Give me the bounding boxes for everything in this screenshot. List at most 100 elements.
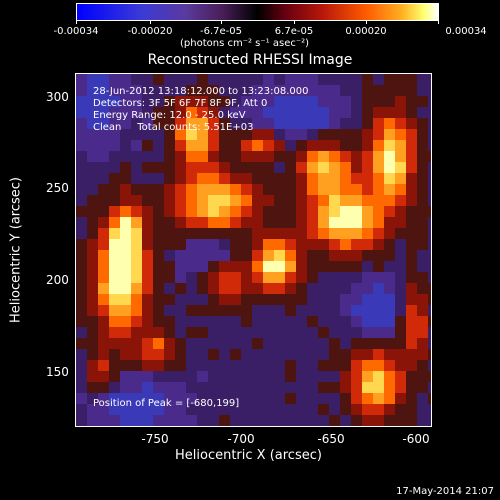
heatmap-cell	[98, 228, 109, 239]
heatmap-cell	[164, 382, 175, 393]
x-axis-label: Heliocentric X (arcsec)	[175, 448, 322, 463]
heatmap-cell	[186, 393, 197, 404]
heatmap-cell	[340, 129, 351, 140]
heatmap-cell	[307, 217, 318, 228]
heatmap-cell	[362, 239, 373, 250]
heatmap-cell	[208, 250, 219, 261]
heatmap-cell	[296, 173, 307, 184]
heatmap-cell	[164, 349, 175, 360]
heatmap-cell	[307, 151, 318, 162]
heatmap-cell	[153, 96, 164, 107]
colorbar	[76, 3, 439, 21]
heatmap-cell	[131, 206, 142, 217]
heatmap-cell	[76, 184, 87, 195]
heatmap-cell	[307, 382, 318, 393]
heatmap-cell	[153, 272, 164, 283]
heatmap-cell	[142, 272, 153, 283]
heatmap-cell	[120, 195, 131, 206]
colorbar-tick	[76, 20, 77, 24]
heatmap-cell	[351, 415, 362, 426]
heatmap-cell	[406, 316, 417, 327]
heatmap-cell	[318, 250, 329, 261]
heatmap-cell	[98, 327, 109, 338]
heatmap-cell	[362, 107, 373, 118]
heatmap-cell	[329, 195, 340, 206]
heatmap-cell	[274, 173, 285, 184]
heatmap-cell	[219, 228, 230, 239]
heatmap-cell	[417, 173, 428, 184]
heatmap-cell	[219, 129, 230, 140]
heatmap-cell	[373, 129, 384, 140]
heatmap-cell	[384, 195, 395, 206]
heatmap-cell	[98, 129, 109, 140]
heatmap-cell	[186, 107, 197, 118]
heatmap-cell	[164, 404, 175, 415]
heatmap-cell	[186, 85, 197, 96]
heatmap-cell	[142, 338, 153, 349]
heatmap-cell	[373, 404, 384, 415]
heatmap-cell	[98, 239, 109, 250]
heatmap-cell	[395, 327, 406, 338]
heatmap-cell	[219, 239, 230, 250]
heatmap-cell	[351, 349, 362, 360]
heatmap-cell	[362, 415, 373, 426]
heatmap-cell	[76, 74, 87, 85]
heatmap-cell	[153, 129, 164, 140]
heatmap-cell	[98, 349, 109, 360]
heatmap-cell	[373, 217, 384, 228]
heatmap-cell	[164, 415, 175, 426]
heatmap-cell	[395, 228, 406, 239]
heatmap-cell	[76, 360, 87, 371]
heatmap-cell	[428, 272, 431, 283]
heatmap-cell	[197, 228, 208, 239]
heatmap-cell	[252, 162, 263, 173]
heatmap-cell	[131, 85, 142, 96]
heatmap-cell	[230, 239, 241, 250]
heatmap-cell	[417, 316, 428, 327]
heatmap-cell	[351, 140, 362, 151]
heatmap-cell	[307, 415, 318, 426]
heatmap-cell	[131, 261, 142, 272]
heatmap-cell	[417, 404, 428, 415]
heatmap-cell	[219, 349, 230, 360]
heatmap-cell	[428, 162, 431, 173]
heatmap-cell	[285, 239, 296, 250]
heatmap-cell	[307, 74, 318, 85]
heatmap-cell	[120, 305, 131, 316]
heatmap-cell	[285, 393, 296, 404]
heatmap-cell	[109, 404, 120, 415]
heatmap-cell	[164, 316, 175, 327]
heatmap-cell	[263, 360, 274, 371]
heatmap-cell	[208, 404, 219, 415]
heatmap-cell	[208, 360, 219, 371]
heatmap-cell	[230, 206, 241, 217]
heatmap-cell	[186, 195, 197, 206]
heatmap-cell	[340, 283, 351, 294]
heatmap-cell	[307, 162, 318, 173]
heatmap-cell	[109, 327, 120, 338]
heatmap-cell	[164, 140, 175, 151]
heatmap-cell	[417, 206, 428, 217]
heatmap-cell	[98, 140, 109, 151]
heatmap-cell	[120, 228, 131, 239]
heatmap-cell	[285, 74, 296, 85]
heatmap-cell	[285, 85, 296, 96]
heatmap-cell	[109, 129, 120, 140]
heatmap-cell	[373, 261, 384, 272]
heatmap-cell	[230, 338, 241, 349]
heatmap-cell	[351, 129, 362, 140]
heatmap-cell	[241, 294, 252, 305]
heatmap-cell	[186, 404, 197, 415]
heatmap-cell	[406, 404, 417, 415]
heatmap-cell	[384, 382, 395, 393]
heatmap-cell	[219, 415, 230, 426]
heatmap-cell	[208, 74, 219, 85]
info-time-range: 28-Jun-2012 13:18:12.000 to 13:23:08.000	[93, 86, 309, 97]
heatmap-cell	[384, 217, 395, 228]
heatmap-cell	[274, 305, 285, 316]
heatmap-cell	[109, 250, 120, 261]
heatmap-cell	[120, 151, 131, 162]
heatmap-cell	[274, 140, 285, 151]
heatmap-cell	[428, 129, 431, 140]
colorbar-tick	[294, 20, 295, 24]
